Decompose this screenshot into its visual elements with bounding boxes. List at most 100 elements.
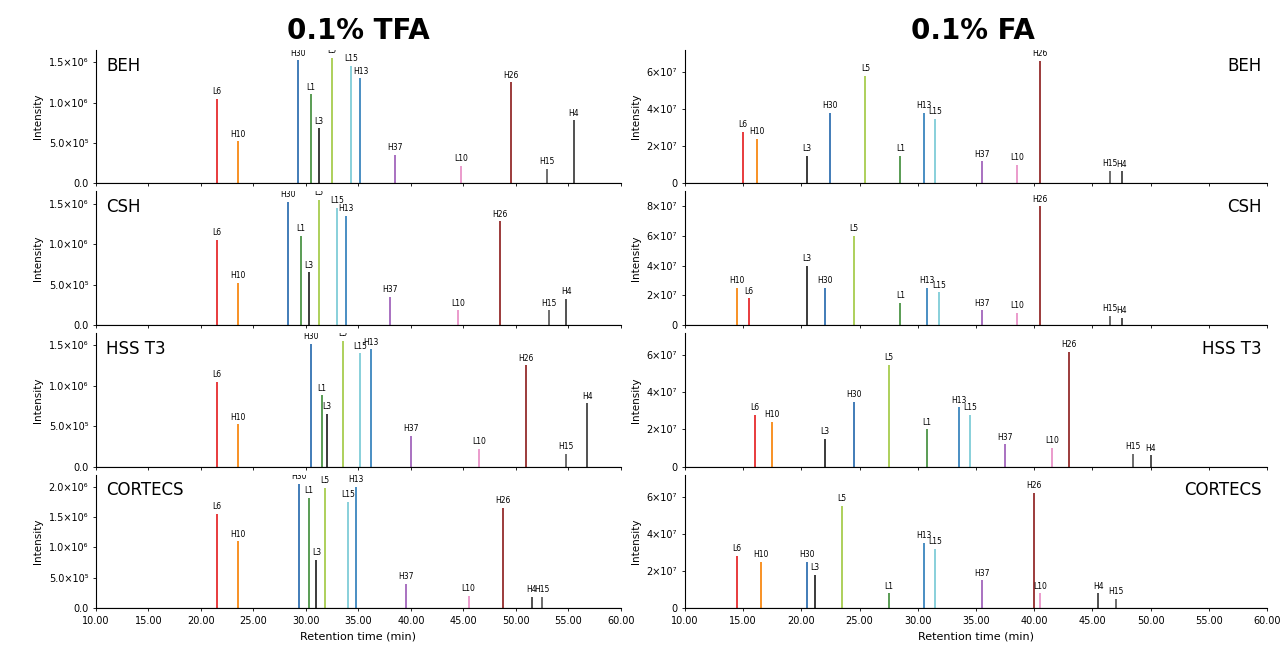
Text: L1: L1 [896,291,905,300]
Text: 0.1% FA: 0.1% FA [911,17,1034,45]
Text: CSH: CSH [106,198,141,216]
Text: H30: H30 [280,190,296,199]
Text: H13: H13 [364,338,379,346]
Text: H37: H37 [974,298,989,308]
Text: L15: L15 [928,537,942,546]
Text: L3: L3 [323,402,332,412]
Text: H37: H37 [974,150,989,159]
Text: L1: L1 [317,384,326,393]
Text: L15: L15 [928,107,942,116]
Text: H37: H37 [997,433,1012,442]
Text: CORTECS: CORTECS [1184,482,1261,500]
Text: H13: H13 [919,276,934,285]
Text: H26: H26 [1027,482,1042,490]
Text: H30: H30 [291,472,306,481]
Text: L1: L1 [307,83,316,92]
Text: H10: H10 [230,130,246,139]
Text: L3: L3 [803,254,812,263]
Text: H26: H26 [1033,49,1048,59]
Text: L5: L5 [320,476,329,486]
Text: H30: H30 [799,550,815,559]
Text: H37: H37 [383,285,398,294]
Text: H15: H15 [534,585,550,595]
Text: L10: L10 [454,154,468,163]
Text: L10: L10 [1044,436,1059,446]
Text: L6: L6 [732,545,742,553]
Text: L1: L1 [923,418,932,427]
Text: L1: L1 [896,144,905,153]
Y-axis label: Intensity: Intensity [33,519,44,564]
Text: L5: L5 [884,353,893,362]
Y-axis label: Intensity: Intensity [631,377,641,422]
Text: H26: H26 [518,354,534,363]
Text: H13: H13 [348,475,364,484]
Text: L10: L10 [472,437,486,446]
Text: L3: L3 [312,548,321,557]
Text: H10: H10 [230,529,246,539]
Text: L5: L5 [338,330,347,338]
Text: HSS T3: HSS T3 [1202,340,1261,358]
Text: H4: H4 [1146,444,1156,453]
Text: H4: H4 [582,392,593,401]
Text: L5: L5 [849,224,859,233]
Text: H10: H10 [764,410,780,420]
Text: H15: H15 [540,157,556,166]
Text: L10: L10 [1010,302,1024,310]
Text: H37: H37 [388,143,403,153]
Text: H13: H13 [338,204,353,213]
Text: H4: H4 [1116,160,1126,168]
Text: H13: H13 [916,531,932,541]
Text: H15: H15 [541,299,557,308]
Text: CORTECS: CORTECS [106,482,184,500]
Text: H37: H37 [974,569,989,577]
Text: L6: L6 [212,370,221,379]
Text: H13: H13 [916,101,932,111]
Text: CSH: CSH [1226,198,1261,216]
Text: L10: L10 [451,299,465,308]
Text: L6: L6 [739,120,748,129]
Text: L3: L3 [314,117,323,126]
Text: L3: L3 [305,260,314,270]
Text: L15: L15 [353,342,367,350]
Text: H30: H30 [289,49,305,58]
Text: H30: H30 [817,276,832,285]
Text: L15: L15 [964,403,977,412]
Text: L15: L15 [340,490,355,500]
Y-axis label: Intensity: Intensity [33,377,44,422]
Text: H15: H15 [1108,587,1124,596]
Text: H37: H37 [403,424,419,433]
Text: H4: H4 [568,109,579,118]
Text: H15: H15 [1102,159,1117,168]
Text: L3: L3 [810,563,819,572]
Text: H26: H26 [1033,194,1048,204]
Text: H15: H15 [1125,442,1140,451]
Text: H30: H30 [303,332,319,341]
Text: H37: H37 [398,572,413,581]
Text: L6: L6 [744,286,754,296]
Text: L6: L6 [212,228,221,237]
Text: L15: L15 [932,280,946,290]
X-axis label: Retention time (min): Retention time (min) [301,631,416,641]
Text: H30: H30 [823,101,838,111]
Text: H10: H10 [730,276,745,285]
Text: H10: H10 [230,413,246,422]
Text: H10: H10 [230,271,246,280]
Text: HSS T3: HSS T3 [106,340,166,358]
Text: H4: H4 [561,288,572,296]
Text: H26: H26 [1061,340,1076,349]
Text: L5: L5 [837,494,846,503]
Text: BEH: BEH [106,57,141,75]
Text: L10: L10 [1010,153,1024,163]
Text: H26: H26 [503,71,518,80]
Text: H4: H4 [526,585,536,595]
Text: H26: H26 [493,210,508,218]
Text: H4: H4 [1093,581,1103,591]
Text: L5: L5 [314,188,323,197]
Text: H15: H15 [1102,304,1117,314]
Y-axis label: Intensity: Intensity [631,94,641,139]
Text: L5: L5 [328,47,337,55]
Text: 0.1% TFA: 0.1% TFA [287,17,430,45]
Text: L3: L3 [820,427,829,436]
Text: L15: L15 [330,196,344,205]
Text: H10: H10 [753,550,768,559]
